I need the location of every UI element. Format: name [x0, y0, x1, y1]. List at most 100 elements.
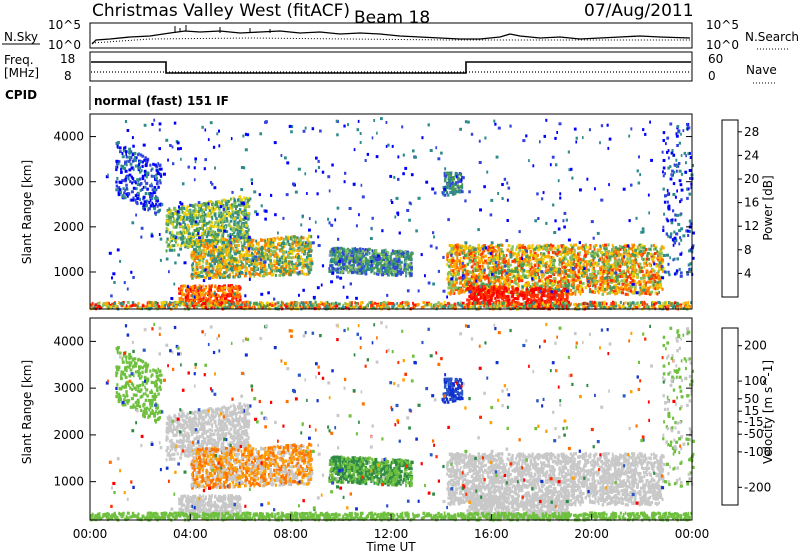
- power-cell: [635, 283, 637, 286]
- power-cell: [259, 262, 262, 265]
- power-cell: [634, 285, 637, 288]
- power-cell: [227, 211, 229, 214]
- power-cell: [260, 239, 263, 242]
- power-cell: [602, 293, 605, 296]
- power-cell: [201, 236, 204, 239]
- power-cell: [247, 254, 250, 257]
- power-cell: [237, 216, 239, 219]
- power-cell: [276, 252, 278, 255]
- power-cell: [193, 251, 195, 254]
- power-cell: [579, 251, 581, 254]
- power-cell: [286, 265, 288, 268]
- power-cell: [131, 156, 133, 159]
- power-cell: [273, 260, 275, 263]
- power-cell: [455, 172, 458, 175]
- power-cell: [192, 205, 195, 208]
- power-cell: [411, 252, 414, 255]
- power-cell: [272, 244, 275, 247]
- power-cell: [409, 258, 411, 261]
- power-cell: [183, 232, 185, 235]
- power-cell: [225, 271, 227, 274]
- power-cell: [209, 286, 211, 289]
- power-cell: [221, 287, 223, 290]
- power-cell: [204, 245, 207, 248]
- power-cell: [147, 208, 149, 211]
- power-cell: [125, 163, 127, 166]
- power-cell: [158, 164, 161, 167]
- power-cell: [650, 291, 653, 294]
- power-cell: [255, 247, 257, 250]
- power-cell: [309, 254, 312, 257]
- power-cell: [137, 153, 139, 156]
- power-cell: [366, 259, 369, 262]
- power-cell: [126, 156, 128, 159]
- power-cell: [245, 239, 247, 242]
- power-cell: [398, 251, 400, 254]
- power-cell: [262, 247, 264, 250]
- power-cell: [374, 272, 376, 275]
- power-cell: [487, 246, 489, 249]
- power-cell: [223, 265, 225, 268]
- power-cell: [194, 275, 196, 278]
- power-cell: [118, 193, 121, 196]
- power-cell: [579, 281, 582, 284]
- power-cell: [568, 248, 571, 251]
- power-cell: [308, 258, 311, 261]
- power-cell: [627, 293, 629, 296]
- power-cell: [225, 259, 228, 262]
- power-cell: [451, 182, 453, 185]
- power-cell: [225, 269, 228, 272]
- power-cell: [207, 214, 210, 217]
- power-cell: [527, 283, 530, 286]
- power-cell: [236, 224, 239, 227]
- power-cell: [188, 226, 190, 229]
- power-cell: [488, 262, 491, 265]
- power-cell: [236, 264, 239, 267]
- power-cell: [186, 207, 188, 210]
- power-cell: [137, 192, 139, 195]
- power-cell: [171, 231, 173, 234]
- power-cell: [201, 267, 204, 270]
- power-cell: [212, 225, 215, 228]
- power-cell: [203, 248, 205, 251]
- power-cell: [214, 221, 217, 224]
- power-cell: [527, 263, 529, 266]
- power-cell: [202, 291, 204, 294]
- power-cell: [343, 249, 345, 252]
- power-cell: [237, 244, 240, 247]
- power-cell: [272, 264, 274, 267]
- power-cell: [185, 296, 187, 299]
- power-cell: [132, 177, 134, 180]
- power-cell: [225, 263, 228, 266]
- power-cell: [199, 284, 201, 287]
- power-cell: [275, 246, 278, 249]
- power-cell: [115, 188, 118, 191]
- power-cell: [215, 241, 218, 244]
- power-cell: [245, 272, 248, 275]
- power-cell: [244, 246, 246, 249]
- power-cell: [170, 240, 172, 243]
- power-cell: [557, 281, 559, 284]
- power-cell: [243, 231, 246, 234]
- power-cell: [199, 251, 201, 254]
- power-cell: [202, 239, 204, 242]
- power-panel: 1000200030004000 Slant Range [km]: [20, 114, 695, 311]
- power-cell: [151, 175, 153, 178]
- power-cell: [588, 246, 590, 249]
- power-cell: [392, 249, 394, 252]
- power-cell: [153, 175, 155, 178]
- power-cell: [186, 213, 188, 216]
- power-cell: [248, 229, 250, 232]
- power-cell: [297, 259, 300, 262]
- power-cell: [226, 217, 228, 220]
- power-cell: [235, 228, 238, 231]
- power-cell: [218, 299, 221, 302]
- power-cell: [201, 217, 204, 220]
- power-cell: [476, 283, 479, 286]
- power-cell: [375, 266, 378, 269]
- power-cell: [364, 270, 366, 273]
- power-cell: [195, 253, 198, 256]
- power-cell: [406, 266, 408, 269]
- power-cell: [198, 222, 200, 225]
- power-cell: [378, 262, 381, 265]
